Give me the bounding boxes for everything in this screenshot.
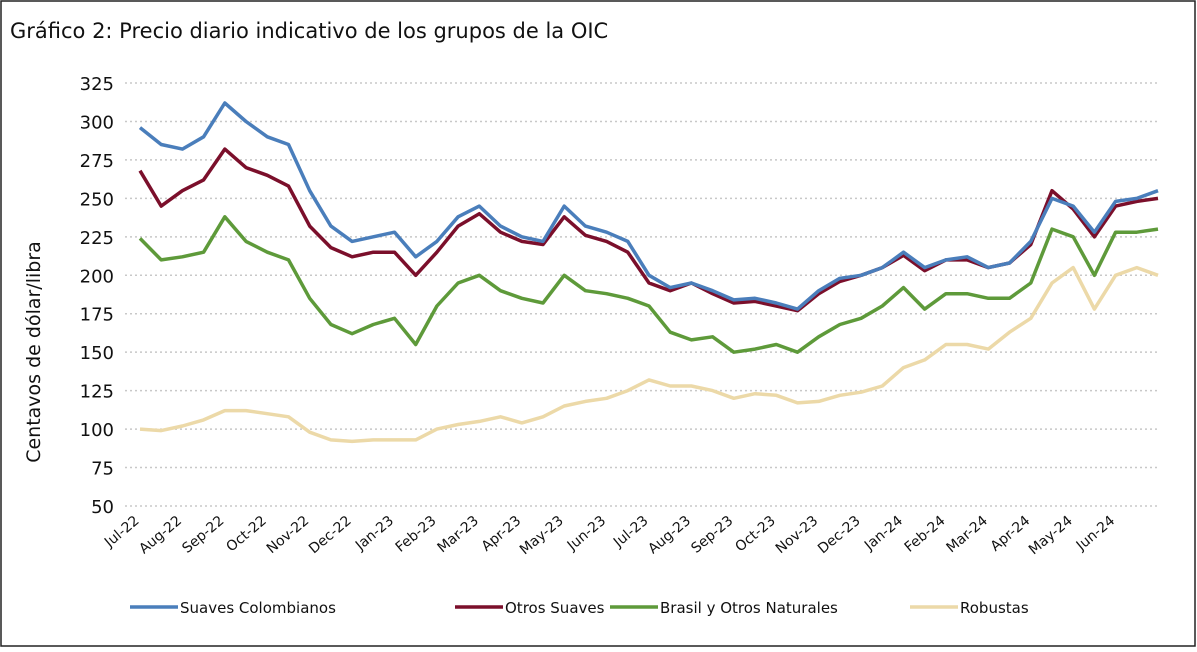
y-tick-label: 100 (80, 420, 114, 441)
series-line (139, 265, 1159, 444)
legend-label: Robustas (960, 599, 1029, 617)
y-tick-label: 325 (80, 74, 114, 95)
y-tick-label: 250 (80, 189, 114, 210)
y-tick-label: 50 (91, 497, 114, 518)
legend-label: Suaves Colombianos (180, 599, 336, 617)
y-tick-label: 75 (91, 459, 114, 480)
legend-label: Otros Suaves (505, 599, 605, 617)
series-line (138, 215, 1159, 354)
y-tick-label: 225 (80, 228, 114, 249)
series-line (138, 101, 1159, 311)
y-tick-label: 300 (80, 112, 114, 133)
y-axis-label: Centavos de dólar/libra (23, 241, 45, 463)
y-tick-label: 125 (80, 382, 114, 403)
y-tick-label: 175 (80, 305, 114, 326)
y-tick-label: 275 (80, 151, 114, 172)
y-tick-label: 200 (80, 266, 114, 287)
y-tick-label: 150 (80, 343, 114, 364)
legend-label: Brasil y Otros Naturales (660, 599, 838, 617)
chart-title: Gráfico 2: Precio diario indicativo de l… (10, 19, 608, 43)
